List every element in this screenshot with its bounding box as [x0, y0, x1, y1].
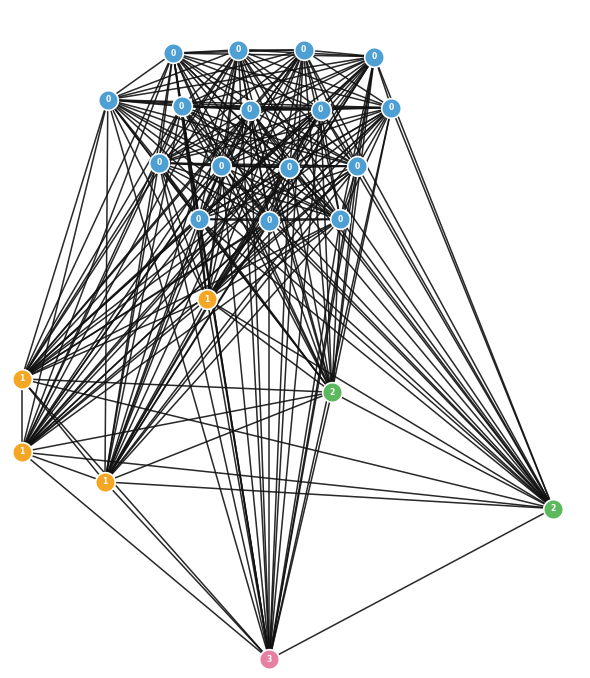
Text: 0: 0 [355, 161, 360, 171]
Point [100, 477, 110, 487]
Point [202, 294, 212, 304]
Point [234, 45, 243, 56]
Text: 1: 1 [19, 374, 24, 383]
Text: 0: 0 [389, 103, 394, 112]
Point [284, 162, 294, 173]
Point [265, 215, 274, 226]
Text: 0: 0 [287, 163, 292, 172]
Text: 0: 0 [301, 45, 306, 54]
Point [336, 214, 345, 225]
Point [353, 161, 362, 172]
Text: 1: 1 [102, 477, 107, 486]
Text: 0: 0 [219, 161, 224, 171]
Point [154, 157, 163, 168]
Text: 1: 1 [205, 295, 209, 304]
Point [299, 45, 308, 56]
Text: 0: 0 [171, 49, 176, 58]
Text: 0: 0 [267, 216, 272, 225]
Text: 0: 0 [372, 52, 377, 61]
Point [327, 386, 336, 397]
Text: 0: 0 [247, 105, 253, 114]
Point [265, 654, 274, 665]
Point [316, 104, 325, 115]
Point [17, 447, 27, 458]
Point [177, 101, 186, 112]
Text: 2: 2 [329, 388, 335, 397]
Point [245, 104, 254, 115]
Text: 0: 0 [235, 45, 241, 54]
Text: 1: 1 [19, 447, 24, 456]
Text: 0: 0 [337, 215, 343, 224]
Point [194, 214, 204, 225]
Text: 2: 2 [550, 504, 556, 513]
Text: 0: 0 [196, 215, 201, 224]
Text: 0: 0 [156, 159, 162, 167]
Point [168, 47, 178, 58]
Text: 3: 3 [267, 655, 272, 664]
Point [386, 102, 396, 113]
Text: 0: 0 [105, 95, 110, 104]
Point [17, 374, 27, 384]
Text: 0: 0 [179, 102, 184, 111]
Point [103, 94, 113, 105]
Point [217, 161, 226, 172]
Point [548, 503, 558, 514]
Text: 0: 0 [318, 105, 323, 114]
Point [370, 51, 379, 62]
